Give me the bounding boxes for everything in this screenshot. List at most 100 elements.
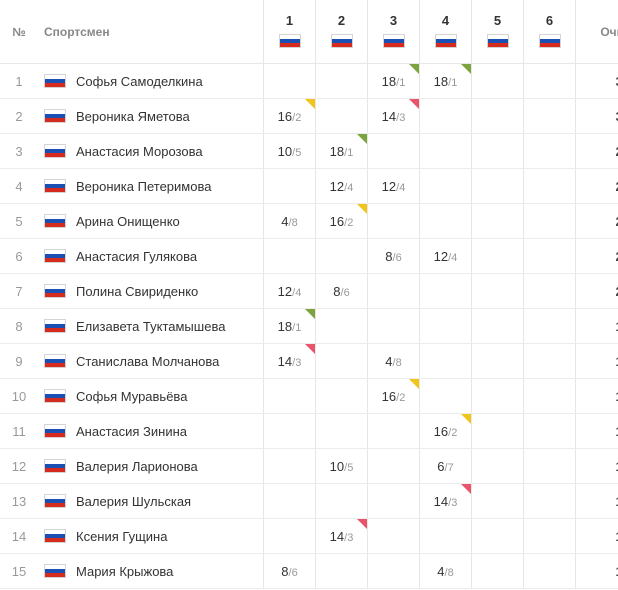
rank-number: 15 [0,553,38,589]
table-row[interactable]: 12 Валерия Ларионова 10/5 6/7 16 [0,448,618,484]
athlete-cell: Елизавета Туктамышева [38,308,264,344]
total-points: 20 [575,203,618,239]
result-points: 18 [277,318,293,334]
athlete-name[interactable]: Валерия Шульская [76,493,192,509]
medal-corner-marker [409,99,419,109]
athlete-name[interactable]: Анастасия Гулякова [76,248,198,264]
athlete-name[interactable]: Мария Крыжова [76,563,174,579]
athlete-name[interactable]: Валерия Ларионова [76,458,198,474]
athlete-cell: Анастасия Зинина [38,413,264,449]
result-points: 16 [329,213,345,229]
athlete-cell: Софья Самоделкина [38,63,264,99]
result-points: 14 [381,108,397,124]
result-place: /4 [448,251,458,264]
result-points: 18 [433,73,449,89]
athlete-name[interactable]: Софья Самоделкина [76,73,203,89]
athlete-name[interactable]: Станислава Молчанова [76,353,220,369]
stage-header-3[interactable]: 3 [367,0,420,64]
table-row[interactable]: 15 Мария Крыжова 8/6 4/8 12 [0,553,618,589]
stage-header-4[interactable]: 4 [419,0,472,64]
russia-flag-icon [538,34,561,49]
result-place: /2 [344,216,354,229]
stage-result-4 [419,98,472,134]
stage-result-4 [419,203,472,239]
athlete-name[interactable]: Арина Онищенко [76,213,180,229]
stage-result-4: 4/8 [419,553,472,589]
athlete-name[interactable]: Анастасия Морозова [76,143,203,159]
russia-flag-icon [44,74,66,88]
athlete-wrap: Валерия Ларионова [38,459,263,474]
russia-flag-icon [44,459,66,473]
result-place: /2 [396,391,406,404]
stage-header-6[interactable]: 6 [523,0,576,64]
stage-result-4: 16/2 [419,413,472,449]
athlete-cell: Полина Свириденко [38,273,264,309]
stage-result-4: 12/4 [419,238,472,274]
rank-number: 13 [0,483,38,519]
athlete-cell: Ксения Гущина [38,518,264,554]
total-points: 14 [575,518,618,554]
stage-result-3: 4/8 [367,343,420,379]
result-place: /4 [292,286,302,299]
athlete-wrap: Софья Самоделкина [38,74,263,89]
athlete-name[interactable]: Вероника Яметова [76,108,190,124]
result-place: /6 [340,286,350,299]
stage-header-2[interactable]: 2 [315,0,368,64]
result-points: 4 [385,353,393,369]
russia-flag-icon [44,319,66,333]
table-row[interactable]: 2 Вероника Яметова 16/2 14/3 30 [0,98,618,134]
athlete-name[interactable]: Анастасия Зинина [76,423,187,439]
stage-result-5 [471,203,524,239]
result-place: /3 [344,531,354,544]
total-points: 16 [575,378,618,414]
medal-corner-marker [461,484,471,494]
athlete-name[interactable]: Ксения Гущина [76,528,168,544]
stage-result-5 [471,448,524,484]
stage-result-5 [471,553,524,589]
athlete-name[interactable]: Елизавета Туктамышева [76,318,226,334]
rank-number: 6 [0,238,38,274]
stage-result-5 [471,273,524,309]
stage-number: 2 [337,12,346,28]
table-row[interactable]: 9 Станислава Молчанова 14/3 4/8 18 [0,343,618,379]
stage-result-2: 16/2 [315,203,368,239]
athlete-cell: Мария Крыжова [38,553,264,589]
medal-corner-marker [409,64,419,74]
russia-flag-icon [44,389,66,403]
stage-result-3 [367,483,420,519]
stage-result-6 [523,168,576,204]
result-points: 12 [433,248,449,264]
russia-flag-icon [44,284,66,298]
result-points: 16 [381,388,397,404]
result-points: 8 [281,563,289,579]
stage-result-3: 8/6 [367,238,420,274]
result-points: 12 [381,178,397,194]
result-points: 14 [433,493,449,509]
athlete-cell: Вероника Яметова [38,98,264,134]
stage-result-1 [263,483,316,519]
stage-result-5 [471,63,524,99]
total-points: 18 [575,308,618,344]
athlete-name[interactable]: Полина Свириденко [76,283,199,299]
stage-header-5[interactable]: 5 [471,0,524,64]
athlete-name[interactable]: Вероника Петеримова [76,178,212,194]
stage-header-1[interactable]: 1 [263,0,316,64]
stage-result-6 [523,518,576,554]
athlete-name[interactable]: Софья Муравьёва [76,388,188,404]
result-place: /2 [448,426,458,439]
total-points: 30 [575,98,618,134]
result-points: 10 [329,458,345,474]
result-points: 8 [385,248,393,264]
medal-corner-marker [305,99,315,109]
